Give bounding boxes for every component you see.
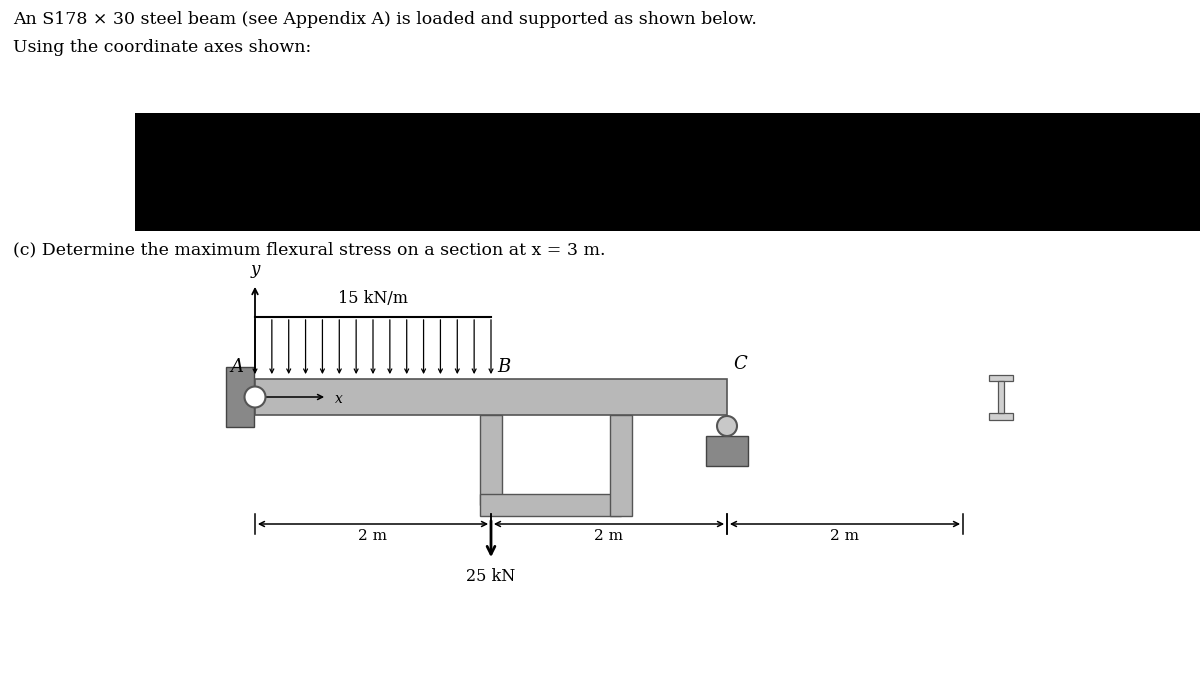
Text: C: C [733, 355, 746, 373]
Text: 2 m: 2 m [359, 529, 388, 543]
Bar [998, 381, 1004, 413]
Bar [480, 415, 502, 505]
Bar [610, 415, 631, 516]
Text: y: y [251, 261, 259, 278]
Text: 2 m: 2 m [830, 529, 859, 543]
Bar [134, 113, 1200, 231]
Circle shape [718, 416, 737, 436]
Text: Using the coordinate axes shown:: Using the coordinate axes shown: [13, 39, 311, 56]
Text: x: x [335, 392, 343, 406]
Bar [480, 494, 620, 516]
Bar [254, 379, 727, 415]
Text: 25 kN: 25 kN [467, 568, 516, 585]
Text: val 4 m < x < 6 m (i.e., between B and C).: val 4 m < x < 6 m (i.e., between B and C… [385, 217, 636, 230]
Circle shape [245, 387, 265, 407]
Text: (c) Determine the maximum flexural stress on a section at x = 3 m.: (c) Determine the maximum flexural stres… [13, 241, 606, 258]
Text: A: A [230, 358, 242, 376]
Bar [226, 367, 254, 427]
Text: B: B [497, 358, 510, 376]
Bar [706, 436, 748, 466]
Bar [989, 375, 1013, 381]
Bar [989, 413, 1013, 420]
Text: 2 m: 2 m [594, 529, 624, 543]
Text: An S178 × 30 steel beam (see Appendix A) is loaded and supported as shown below.: An S178 × 30 steel beam (see Appendix A)… [13, 11, 757, 28]
Text: 15 kN/m: 15 kN/m [338, 290, 408, 307]
Text: tions for the shear force V and bending moment M for any section of: tions for the shear force V and bending … [145, 117, 554, 130]
